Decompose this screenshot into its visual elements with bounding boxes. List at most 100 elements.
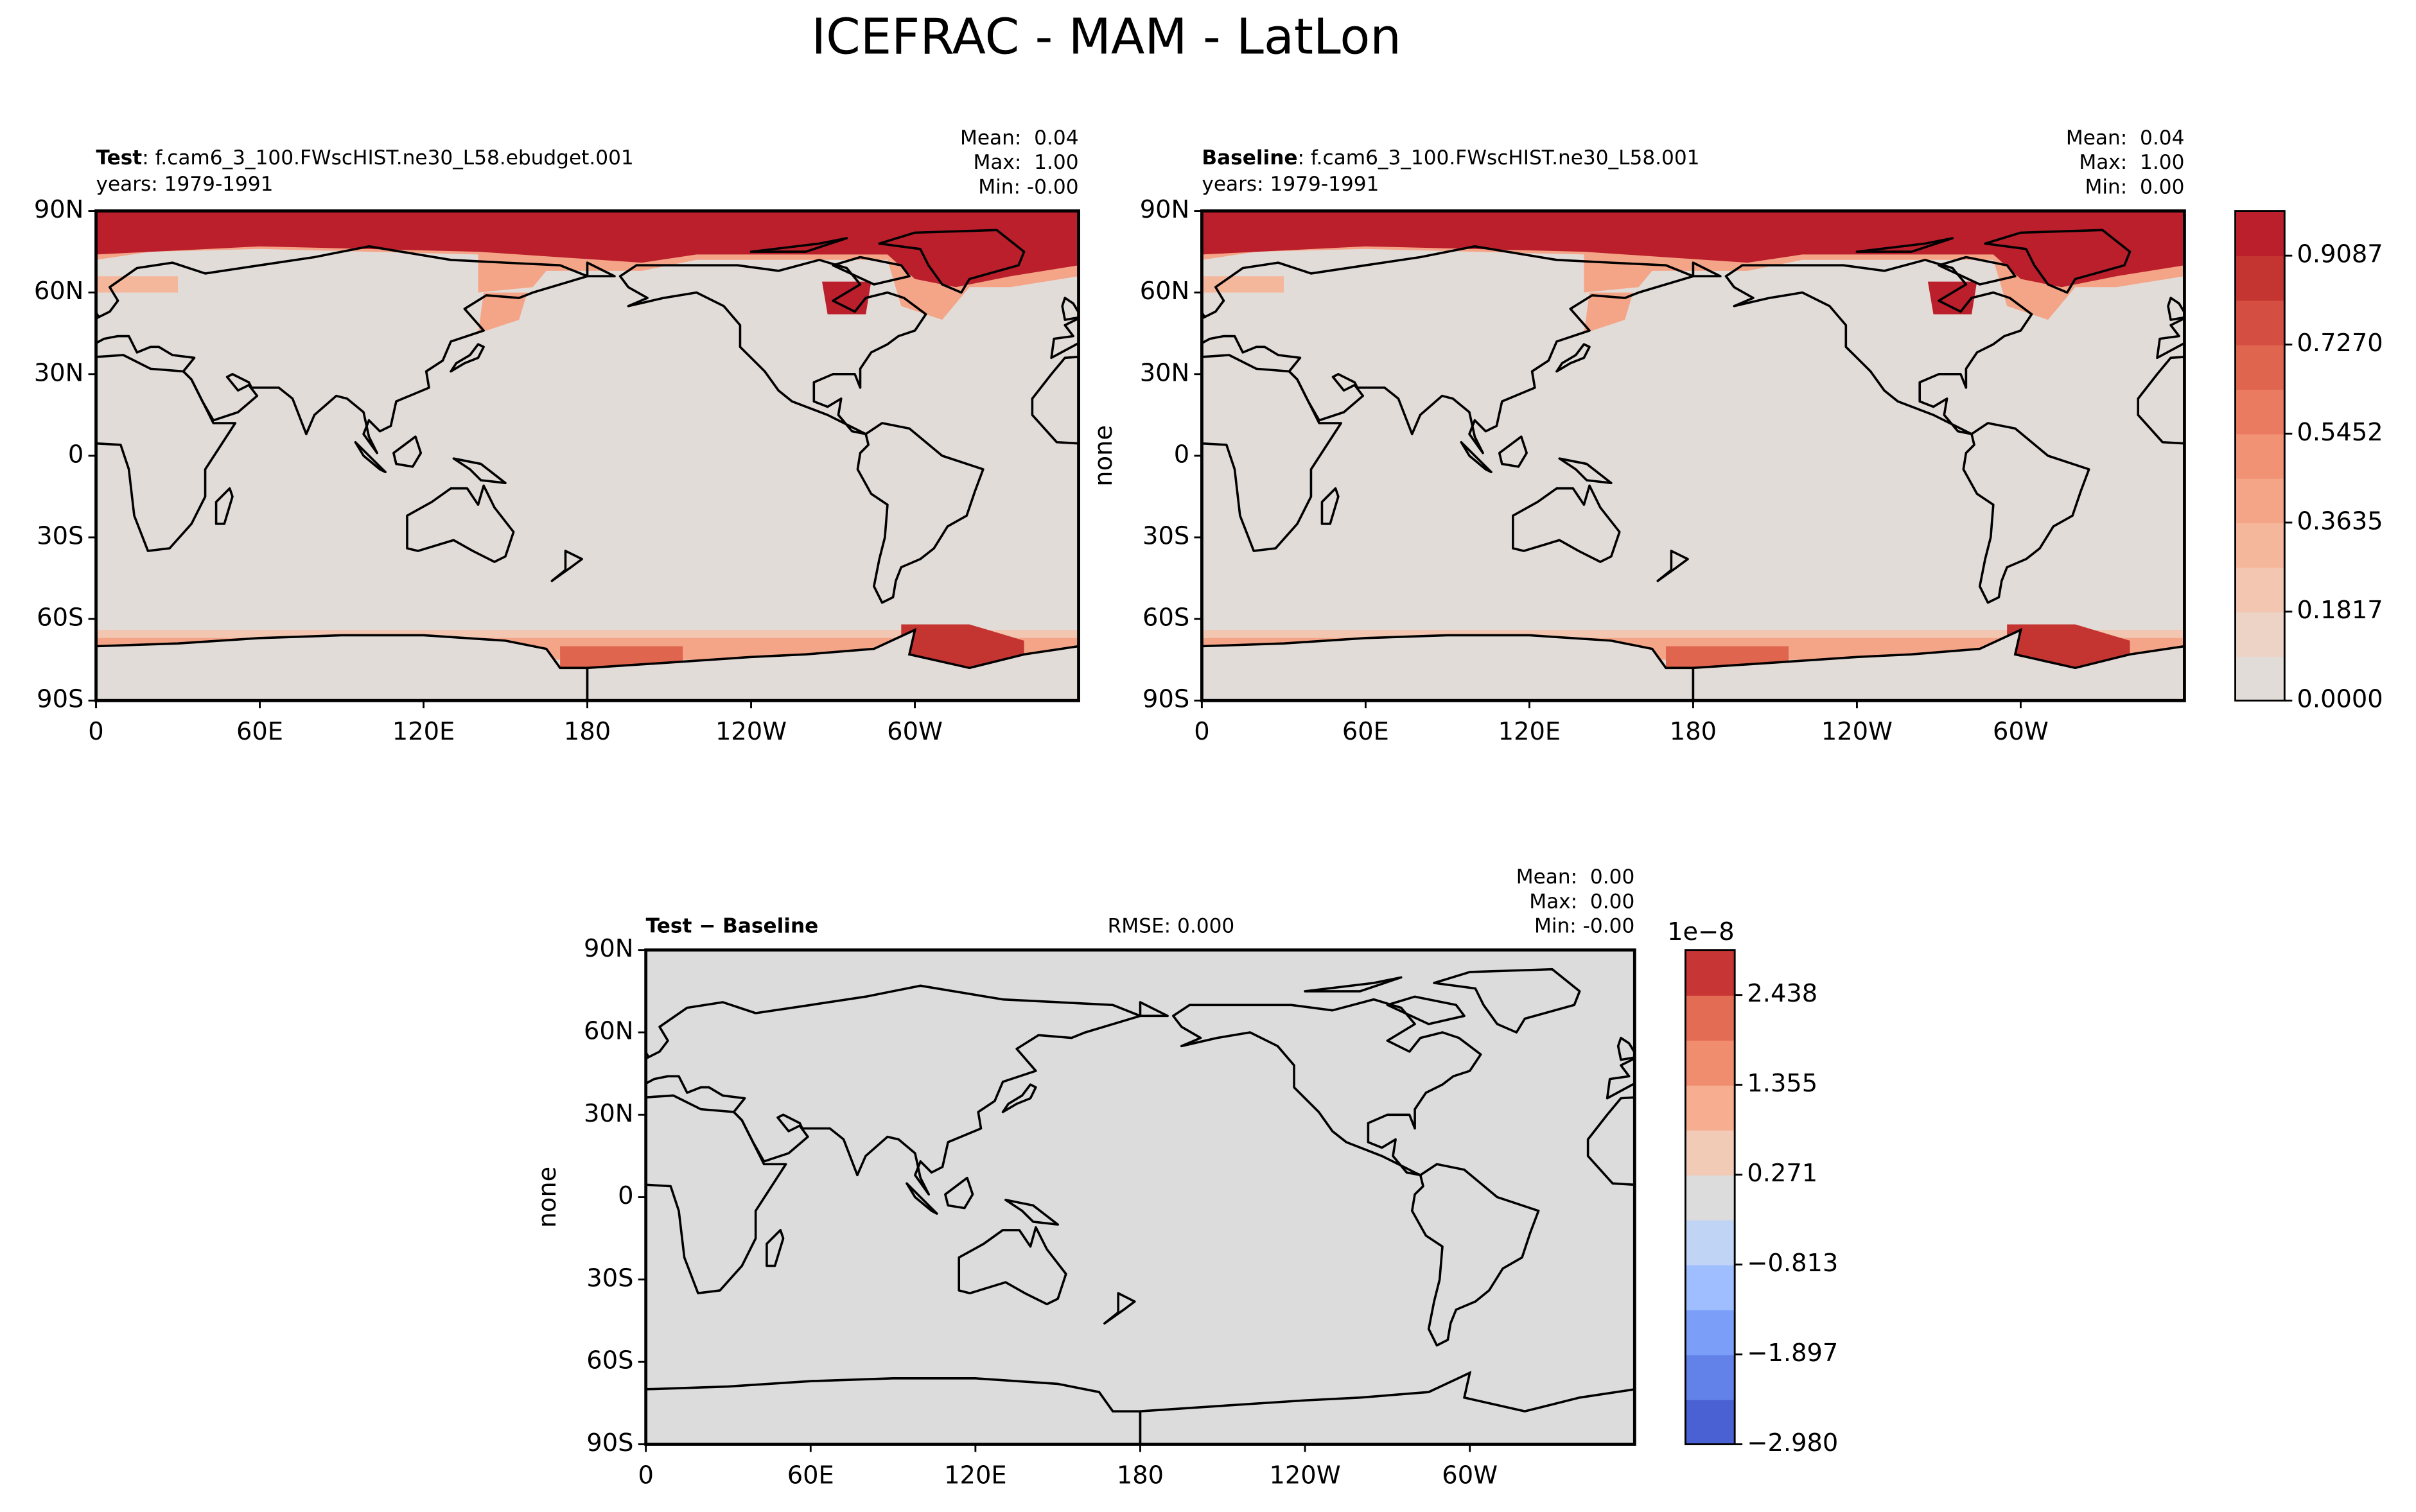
colorbar-level (2235, 211, 2285, 257)
colorbar-level (1685, 1174, 1735, 1221)
coastline (0, 423, 1, 603)
coastline (354, 440, 387, 474)
y-tick-label: 30S (37, 521, 83, 550)
coastline (1934, 1178, 1961, 1208)
stat: Max: 0.00 (1529, 890, 1634, 913)
coastline (586, 627, 1079, 701)
colorbar-level (1685, 1219, 1735, 1265)
colorbar-tick-label: 1.355 (1747, 1069, 1817, 1098)
coastline (1498, 435, 1528, 468)
y-tick-label: 30N (34, 358, 84, 387)
case-name: : f.cam6_3_100.FWscHIST.ne30_L58.001 (1298, 146, 1700, 169)
colorbar-level (2235, 611, 2285, 657)
colorbar-level (2235, 388, 2285, 435)
coastline (1139, 1371, 1635, 1445)
panel-label: Test − Baseline (646, 915, 819, 938)
coastline (1991, 1084, 2024, 1112)
y-tick-label: 0 (618, 1181, 633, 1210)
coastline (1962, 422, 2090, 604)
colorbar-tick-label: −0.813 (1747, 1249, 1838, 1278)
coastline (450, 343, 485, 373)
y-tick-label: 60N (584, 1016, 634, 1045)
coastline (1103, 1292, 1136, 1325)
y-tick-label: 0 (1174, 440, 1189, 469)
coastline (1558, 457, 1613, 485)
coastline (316, 977, 412, 991)
stat: Mean: 0.04 (960, 126, 1079, 150)
colorbar-level (2235, 255, 2285, 301)
coastline (1656, 550, 1689, 582)
coastline (1386, 995, 1466, 1025)
coastline (1202, 354, 1343, 552)
coastline (944, 1176, 974, 1210)
coastline (2093, 1293, 2123, 1323)
ice-field (822, 281, 871, 315)
y-tick-label: 90S (37, 685, 83, 714)
x-tick-label: 180 (564, 717, 611, 746)
x-tick-label: 60E (236, 717, 283, 746)
colorbar-level (1685, 950, 1735, 996)
x-tick-label: 120W (715, 717, 787, 746)
coastline (399, 996, 476, 1024)
colorbar-tick-label: −2.980 (1747, 1429, 1838, 1457)
colorbar-tick-label: 0.9087 (2297, 240, 2383, 269)
x-tick-label: 120W (1821, 717, 1893, 746)
map (152, 950, 2123, 1445)
panel-title: Test − Baseline (646, 915, 819, 938)
x-tick-label: 120E (944, 1461, 1006, 1490)
coastline (1855, 237, 1954, 253)
x-tick-label: 120E (1498, 717, 1561, 746)
coastline (452, 457, 507, 485)
coastline (1004, 1199, 1059, 1226)
coastline (878, 229, 1026, 294)
colorbar-tick-label: −1.897 (1747, 1339, 1838, 1368)
y-tick-label: 60N (34, 277, 84, 306)
y-tick-label: 90S (1142, 685, 1189, 714)
coastline (406, 484, 515, 563)
colorbar-level (1685, 1399, 1735, 1445)
y-tick-label: 30N (1140, 358, 1190, 387)
ice-field (96, 211, 1079, 288)
y-tick-label: 30S (1142, 521, 1189, 550)
colorbar-level (1685, 995, 1735, 1041)
colorbar-tick-label: 2.438 (1747, 979, 1817, 1008)
ice-field (1584, 292, 1633, 334)
colorbar-tick-label: 0.0000 (2297, 685, 2383, 714)
colorbar-tick-label: 0.271 (1747, 1159, 1817, 1188)
stat: Mean: 0.04 (2066, 126, 2185, 150)
stat: Min: -0.00 (978, 176, 1078, 199)
coastline (550, 550, 583, 582)
colorbar-level (2235, 567, 2285, 613)
x-tick-label: 60W (887, 717, 943, 746)
coastline (392, 435, 423, 468)
coastline (1724, 259, 2033, 435)
x-tick-label: 0 (638, 1461, 653, 1490)
stat: Min: -0.00 (1534, 915, 1634, 938)
colorbar-frame (1684, 949, 1736, 1445)
colorbar-level (2235, 300, 2285, 345)
colorbar-level (2235, 656, 2285, 702)
y-axis-label: none (1089, 425, 1118, 487)
colorbar-level (1685, 1084, 1735, 1131)
y-axis-label: none (533, 1167, 562, 1228)
ice-field (1202, 211, 2185, 288)
colorbar-level (1685, 1129, 1735, 1176)
coastline (958, 1226, 1067, 1306)
coastline (1202, 245, 1695, 455)
x-tick-label: 0 (88, 717, 103, 746)
coastline (96, 634, 589, 701)
coastline (766, 1229, 785, 1267)
map-background (645, 950, 1635, 1445)
colorbar-tick-label: 0.7270 (2297, 329, 2383, 358)
y-tick-label: 90N (34, 195, 84, 224)
coastline (1995, 1200, 2047, 1224)
colorbar-tick-label: 0.5452 (2297, 418, 2383, 447)
coastline (1410, 1163, 1540, 1347)
coastline (152, 1002, 179, 1016)
y-tick-label: 0 (68, 440, 83, 469)
x-tick-label: 120W (1270, 1461, 1341, 1490)
x-tick-label: 0 (1194, 717, 1209, 746)
coastline (618, 259, 927, 435)
coastline (2167, 297, 2185, 321)
